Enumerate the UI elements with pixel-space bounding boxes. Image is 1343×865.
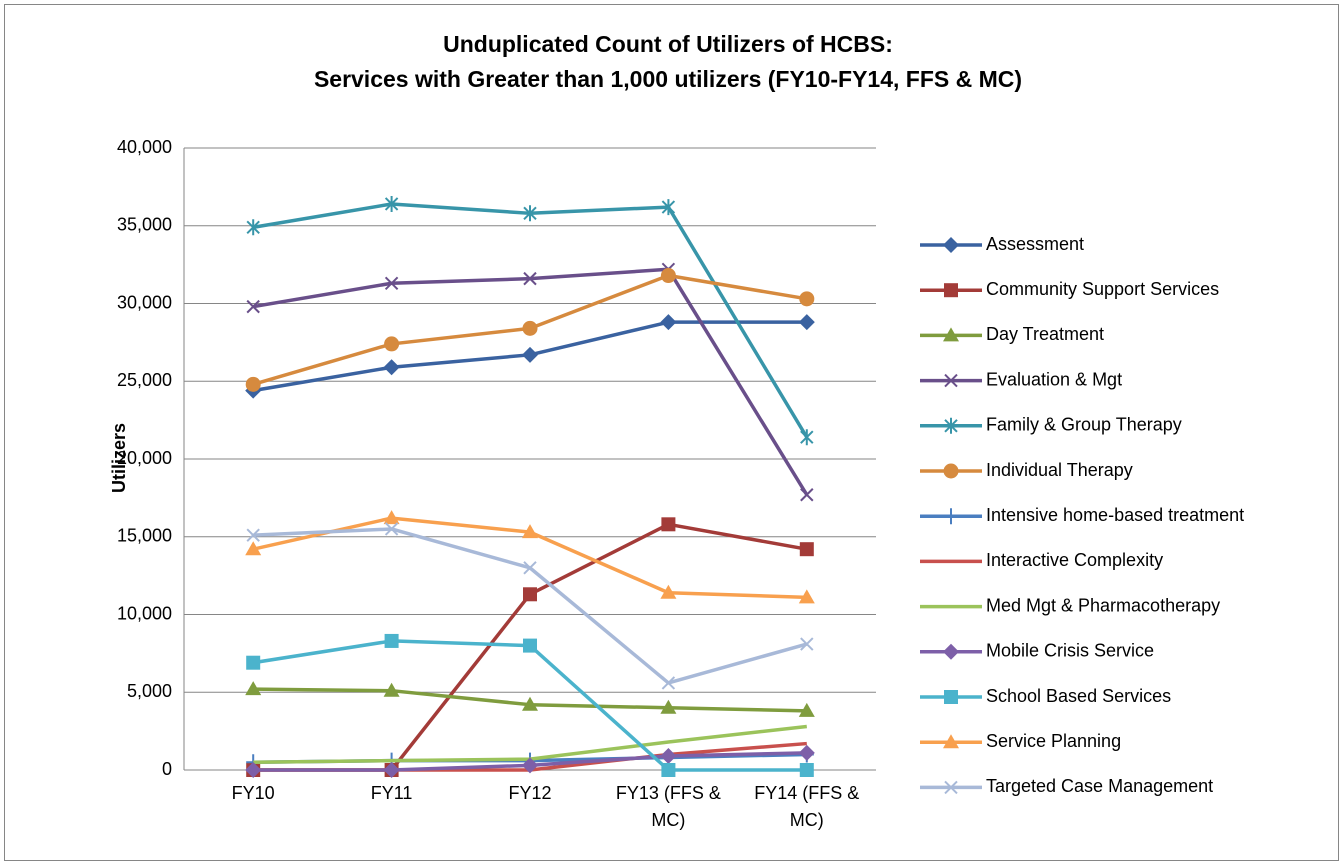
marker [384, 336, 400, 352]
y-tick-label: 10,000 [117, 603, 172, 623]
x-tick-label: FY12 [508, 783, 551, 803]
marker [246, 219, 260, 236]
marker [522, 524, 538, 539]
marker [798, 702, 815, 717]
marker [944, 283, 958, 298]
series [245, 314, 815, 399]
marker [660, 699, 677, 714]
marker [522, 696, 538, 711]
legend-label: Intensive home-based treatment [986, 505, 1244, 525]
chart-title: Unduplicated Count of Utilizers of HCBS: [443, 31, 893, 57]
marker [246, 655, 261, 670]
marker [523, 271, 537, 286]
marker [943, 643, 959, 660]
x-tick-label: FY11 [371, 783, 413, 803]
marker [799, 763, 814, 777]
series [245, 744, 815, 778]
marker [661, 199, 676, 216]
marker [944, 417, 958, 434]
marker [944, 690, 958, 704]
legend-label: Assessment [986, 234, 1084, 254]
legend-label: Evaluation & Mgt [986, 369, 1122, 389]
marker [798, 314, 815, 331]
y-tick-label: 5,000 [127, 681, 172, 701]
legend-label: Service Planning [986, 731, 1121, 751]
marker [660, 268, 676, 284]
marker [523, 638, 537, 653]
y-tick-label: 0 [162, 759, 172, 779]
marker [245, 681, 262, 696]
marker [943, 327, 959, 342]
y-tick-label: 40,000 [117, 137, 172, 157]
marker [384, 633, 399, 648]
chart-subtitle: Services with Greater than 1,000 utilize… [314, 66, 1022, 92]
marker [800, 488, 814, 502]
series [245, 681, 815, 717]
x-tick-label: FY10 [232, 783, 275, 803]
marker [799, 542, 814, 557]
series [246, 522, 814, 690]
marker [246, 299, 260, 314]
legend-label: Med Mgt & Pharmacotherapy [986, 595, 1220, 615]
series [246, 262, 814, 502]
legend-label: Interactive Complexity [986, 550, 1163, 570]
marker [384, 522, 399, 536]
marker [383, 762, 400, 778]
marker [943, 734, 959, 749]
series [245, 510, 815, 604]
marker [522, 346, 538, 363]
y-tick-label: 25,000 [117, 370, 172, 390]
marker [660, 584, 677, 599]
marker [522, 757, 538, 774]
marker [523, 205, 537, 222]
marker [944, 373, 958, 388]
marker [661, 676, 676, 690]
y-tick-label: 30,000 [117, 292, 172, 312]
marker [523, 561, 537, 575]
marker [944, 508, 958, 525]
y-axis-label: Utilizers [109, 423, 129, 493]
y-tick-label: 20,000 [117, 448, 172, 468]
x-tick-label: FY14 (FFS & MC) [754, 783, 859, 830]
marker [522, 320, 538, 336]
legend-label: School Based Services [986, 686, 1171, 706]
y-tick-label: 15,000 [117, 526, 172, 546]
y-tick-label: 35,000 [117, 215, 172, 235]
legend-label: Targeted Case Management [986, 776, 1213, 796]
marker [799, 291, 815, 307]
legend-label: Individual Therapy [986, 460, 1133, 480]
marker [383, 682, 400, 697]
marker [245, 376, 261, 392]
x-tick-label: FY13 (FFS & MC) [616, 783, 721, 830]
marker [245, 762, 262, 778]
marker [383, 359, 400, 376]
series [245, 268, 815, 392]
legend-label: Community Support Services [986, 279, 1219, 299]
marker [523, 587, 537, 602]
marker [800, 637, 814, 651]
chart-border [4, 4, 1339, 861]
marker [944, 780, 958, 795]
legend-label: Day Treatment [986, 324, 1104, 344]
marker [798, 744, 815, 761]
marker [661, 517, 676, 532]
legend-label: Mobile Crisis Service [986, 641, 1154, 661]
marker [383, 510, 400, 525]
marker [798, 589, 815, 604]
marker [384, 276, 399, 290]
marker [246, 528, 260, 542]
marker [943, 463, 959, 479]
series [246, 633, 814, 777]
marker [800, 429, 814, 446]
marker [661, 763, 676, 777]
marker [384, 195, 399, 212]
marker [245, 541, 262, 556]
marker [943, 237, 959, 253]
marker [660, 748, 677, 765]
legend-label: Family & Group Therapy [986, 415, 1182, 435]
marker [660, 314, 677, 331]
